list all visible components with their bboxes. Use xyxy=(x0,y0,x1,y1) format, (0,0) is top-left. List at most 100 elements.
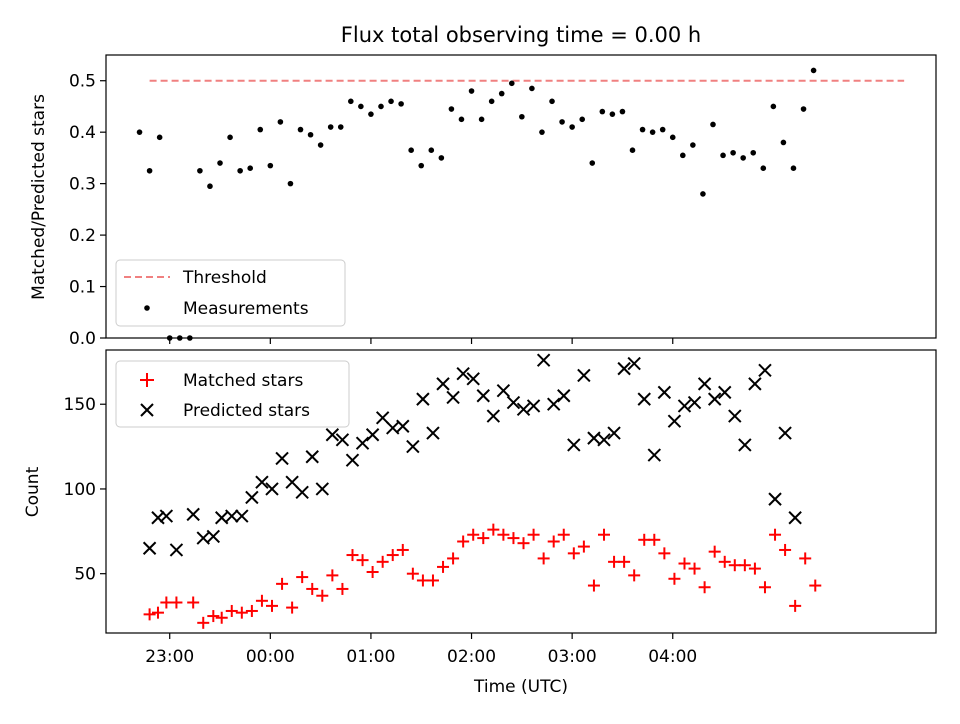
measurement-point xyxy=(639,126,646,133)
x-tick-label: 01:00 xyxy=(346,647,395,667)
predicted-point xyxy=(758,363,772,378)
matched-point xyxy=(708,545,721,558)
predicted-point xyxy=(707,392,722,406)
measurement-point xyxy=(720,152,726,159)
measurement-point xyxy=(468,88,475,94)
top-y-tick-label: 0.0 xyxy=(69,329,96,349)
matched-point xyxy=(245,604,258,617)
matched-point xyxy=(769,528,782,541)
matched-point xyxy=(487,523,500,536)
matched-point xyxy=(507,532,520,545)
measurement-point xyxy=(770,103,777,110)
matched-point xyxy=(698,581,711,594)
matched-point xyxy=(406,567,419,580)
measurement-point xyxy=(307,131,314,138)
measurement-point xyxy=(368,111,374,117)
matched-point xyxy=(286,601,299,614)
matched-point xyxy=(316,589,329,602)
matched-point xyxy=(598,528,610,541)
matched-point xyxy=(758,581,771,594)
predicted-point xyxy=(728,409,742,423)
top-x-ticks xyxy=(169,338,674,344)
measurement-point xyxy=(508,80,515,87)
matched-point xyxy=(197,616,210,629)
bottom-y-tick-label: 100 xyxy=(64,480,96,500)
bottom-y-tick-label: 150 xyxy=(64,395,96,415)
matched-point xyxy=(678,557,691,570)
measurement-point xyxy=(378,103,384,110)
matched-point xyxy=(738,559,751,572)
measurement-point xyxy=(398,101,404,107)
predicted-point xyxy=(396,419,410,433)
measurement-point xyxy=(237,167,243,174)
measurement-point xyxy=(529,85,535,92)
bottom-y-tick-label: 50 xyxy=(74,565,96,585)
measurement-point xyxy=(207,183,213,190)
matched-point xyxy=(587,579,600,592)
measurement-point xyxy=(227,134,233,141)
matched-point xyxy=(170,596,183,609)
measurement-point xyxy=(438,155,445,161)
matched-point xyxy=(346,549,359,562)
predicted-point xyxy=(169,543,184,557)
matched-point xyxy=(608,555,621,568)
top-y-tick-label: 0.4 xyxy=(69,123,96,143)
measurement-point xyxy=(257,126,264,133)
top-y-tick-label: 0.3 xyxy=(69,175,96,195)
matched-point xyxy=(437,560,450,573)
measurement-point xyxy=(388,98,394,105)
matched-point xyxy=(306,582,319,595)
predicted-point xyxy=(496,383,511,398)
predicted-point xyxy=(577,368,591,383)
matched-point xyxy=(255,594,268,607)
matched-point xyxy=(151,606,164,619)
measurement-point xyxy=(458,116,465,123)
measurement-point xyxy=(448,106,455,112)
measurement-point xyxy=(790,165,797,171)
measurement-point xyxy=(358,103,364,110)
matched-point xyxy=(688,562,701,575)
matched-point xyxy=(225,604,238,617)
measurement-point xyxy=(609,111,616,117)
predicted-point xyxy=(305,450,319,464)
predicted-point xyxy=(406,439,420,454)
measurement-point xyxy=(710,121,716,128)
matched-point xyxy=(143,608,156,621)
predicted-point xyxy=(365,428,380,442)
matched-point xyxy=(207,610,220,623)
legend-threshold-label: Threshold xyxy=(182,268,267,288)
measurement-point xyxy=(659,126,666,133)
measurement-point xyxy=(549,98,555,105)
matched-point xyxy=(386,549,399,562)
legend-measurements-swatch xyxy=(144,305,150,311)
matched-point xyxy=(809,579,822,592)
predicted-point xyxy=(617,361,631,376)
predicted-point xyxy=(627,356,641,371)
top-data-marks xyxy=(136,67,905,341)
bottom-legend: Matched stars Predicted stars xyxy=(115,360,350,428)
matched-point xyxy=(557,528,570,541)
predicted-point xyxy=(748,377,762,391)
predicted-point xyxy=(416,392,430,406)
matched-point xyxy=(457,535,470,548)
matched-point xyxy=(577,540,590,553)
measurement-point xyxy=(539,129,545,135)
matched-point xyxy=(266,599,278,612)
predicted-point xyxy=(315,482,330,496)
predicted-point xyxy=(355,436,370,450)
matched-point xyxy=(799,552,812,565)
predicted-point xyxy=(235,509,249,523)
x-tick-label: 04:00 xyxy=(648,647,697,667)
measurement-point xyxy=(408,147,414,153)
predicted-point xyxy=(265,482,279,496)
x-axis-label: Time (UTC) xyxy=(473,677,568,697)
predicted-point xyxy=(637,392,651,406)
top-y-tick-label: 0.2 xyxy=(69,226,96,246)
predicted-point xyxy=(255,475,269,489)
measurement-point xyxy=(418,162,425,169)
predicted-point xyxy=(466,372,480,386)
measurement-point xyxy=(589,160,596,166)
predicted-point xyxy=(526,399,541,413)
matched-point xyxy=(187,596,200,609)
